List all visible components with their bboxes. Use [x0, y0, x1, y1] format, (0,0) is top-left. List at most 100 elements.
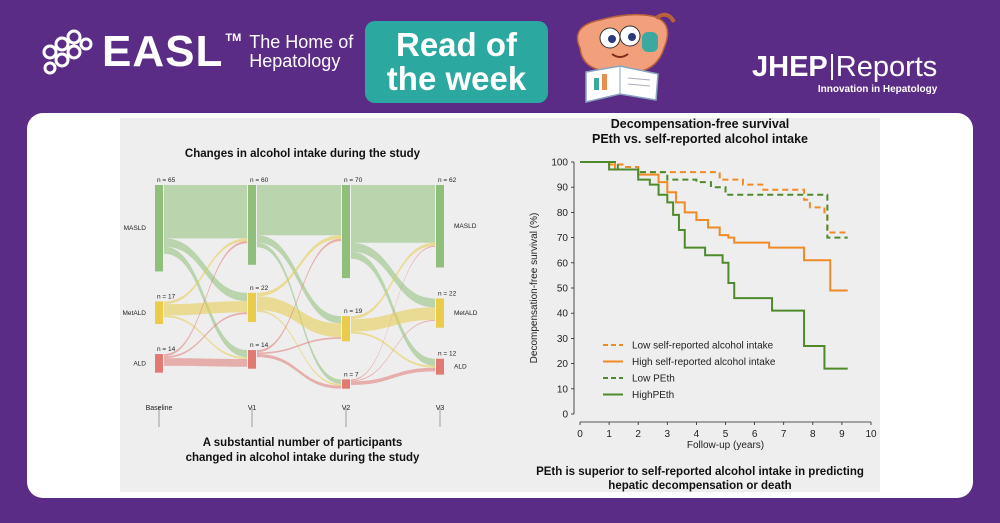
- y-tick-label: 80: [557, 208, 569, 219]
- y-tick-label: 30: [557, 334, 569, 345]
- sankey-stage-label: Baseline: [146, 405, 173, 412]
- km-curve-highpeth: [580, 161, 848, 370]
- sankey-caption-line1: A substantial number of participants: [202, 437, 403, 449]
- easl-wordmark: EASL: [102, 27, 224, 76]
- y-tick-label: 0: [562, 410, 568, 421]
- survival-caption: PEth is superior to self-reported alcoho…: [520, 465, 880, 493]
- survival-chart: 0 10 20 30 40 50 60 70 80 90 100 0 1 2 3 4 5 6 7 8 9 10 Follow…: [529, 158, 877, 452]
- sankey-flow-ald-to-masld: [351, 245, 435, 381]
- sankey-flow-ald-to-metald: [164, 312, 247, 359]
- x-tick-label: 0: [577, 429, 583, 440]
- sankey-flow-ald-to-ald: [351, 367, 435, 386]
- km-curve-low-peth: [580, 161, 848, 239]
- sankey-node-ald-v1: [248, 350, 256, 369]
- sankey-group-label-left: MASLD: [124, 225, 147, 232]
- sankey-flow-metald-to-masld: [351, 242, 435, 320]
- easl-logo[interactable]: EASL TM The Home of Hepatology: [40, 28, 353, 76]
- y-tick-label: 10: [557, 384, 569, 395]
- sankey-count-label: n = 14: [157, 346, 176, 353]
- x-tick-label: 5: [723, 429, 729, 440]
- sankey-flow-metald-to-masld: [164, 238, 247, 305]
- x-tick-label: 7: [781, 429, 787, 440]
- x-tick-label: 8: [810, 429, 816, 440]
- sankey-count-label: n = 19: [344, 308, 363, 315]
- sankey-flow-metald-to-metald: [164, 301, 247, 316]
- jhep-brand: JHEP: [752, 51, 828, 83]
- y-tick-label: 20: [557, 359, 569, 370]
- sankey-flow-masld-to-ald: [351, 251, 435, 366]
- sankey-node-metald-baseline: [155, 301, 163, 325]
- read-of-the-week-badge: Read of the week: [365, 21, 548, 103]
- sankey-flow-masld-to-metald: [257, 235, 341, 324]
- sankey-flow-metald-to-ald: [164, 315, 247, 359]
- y-tick-label: 70: [557, 233, 569, 244]
- sankey-count-label: n = 22: [438, 290, 457, 297]
- y-tick-label: 100: [551, 158, 568, 169]
- legend-label: High self-reported alcohol intake: [632, 357, 776, 368]
- survival-title-line2: PEth vs. self-reported alcohol intake: [591, 132, 809, 146]
- sankey-stage-label: V1: [248, 405, 257, 412]
- survival-caption-line2: hepatic decompensation or death: [608, 480, 792, 492]
- sankey-chart: n = 65 n = 17 n = 14 Baseline n = 60 n = 22 n …: [123, 177, 478, 427]
- sankey-title: Changes in alcohol intake during the stu…: [184, 148, 421, 160]
- easl-tagline-line1: The Home of: [249, 32, 354, 52]
- sankey-node-masld-v2: [342, 185, 350, 279]
- sankey-flow-masld-to-metald: [351, 242, 435, 308]
- survival-title-line1: Decompensation-free survival: [610, 117, 790, 131]
- sankey-flow-ald-to-masld: [257, 238, 341, 353]
- legend-label: Low self-reported alcohol intake: [632, 341, 774, 352]
- sankey-node-masld-baseline: [155, 185, 163, 272]
- sankey-flow-metald-to-ald: [351, 331, 435, 368]
- sankey-count-label: n = 12: [438, 351, 457, 358]
- sankey-group-label-left: MetALD: [123, 310, 147, 317]
- sankey-node-masld-v1: [248, 185, 256, 265]
- km-curve-low-self-reported-alcohol-intake: [580, 161, 848, 234]
- easl-hexagon-icon: [42, 29, 93, 75]
- sankey-node-ald-v2: [342, 379, 350, 389]
- y-axis-label: Decompensation-free survival (%): [529, 213, 540, 364]
- sankey-flow-ald-to-masld: [164, 241, 247, 357]
- sankey-count-label: n = 60: [250, 177, 269, 184]
- sankey-flow-masld-to-masld: [351, 185, 435, 243]
- sankey-flow-masld-to-ald: [164, 246, 247, 358]
- easl-tagline: The Home of Hepatology: [249, 33, 353, 71]
- sankey-group-label-right: ALD: [454, 364, 467, 371]
- sankey-count-label: n = 17: [157, 293, 176, 300]
- sankey-node-metald-v3: [436, 298, 444, 328]
- sankey-count-label: n = 62: [438, 177, 457, 184]
- header-bar: EASL TM The Home of Hepatology Read of t…: [0, 0, 1000, 112]
- y-tick-label: 50: [557, 284, 569, 295]
- sankey-stage-label: V2: [342, 405, 351, 412]
- legend-label: HighPEth: [632, 390, 674, 401]
- easl-tagline-line2: Hepatology: [249, 51, 341, 71]
- sankey-node-ald-v3: [436, 358, 444, 375]
- sankey-node-masld-v3: [436, 185, 444, 268]
- sankey-group-label-right: MASLD: [454, 223, 477, 230]
- sankey-group-label-left: ALD: [133, 360, 146, 367]
- x-tick-label: 9: [839, 429, 845, 440]
- x-tick-label: 2: [635, 429, 641, 440]
- liver-mascot-icon: [576, 12, 676, 103]
- sankey-flow-ald-to-ald: [257, 354, 341, 389]
- easl-trademark: TM: [225, 32, 242, 44]
- sankey-flow-masld-to-masld: [164, 185, 247, 239]
- sankey-count-label: n = 7: [344, 371, 359, 378]
- sankey-group-label-right: MetALD: [454, 310, 478, 317]
- legend-label: Low PEth: [632, 374, 675, 385]
- jhep-reports-logo[interactable]: JHEP Reports Innovation in Hepatology: [752, 52, 937, 95]
- sankey-stage-label: V3: [436, 405, 445, 412]
- jhep-reports-word: Reports: [835, 51, 938, 83]
- sankey-flow-metald-to-masld: [257, 235, 341, 297]
- sankey-count-label: n = 22: [250, 285, 269, 292]
- x-tick-label: 3: [665, 429, 671, 440]
- sankey-caption-line2: changed in alcohol intake during the stu…: [185, 452, 420, 464]
- badge-line1: Read of: [395, 26, 517, 63]
- x-tick-label: 1: [606, 429, 612, 440]
- jhep-divider: [830, 54, 833, 80]
- survival-caption-line1: PEth is superior to self-reported alcoho…: [536, 466, 864, 478]
- y-tick-label: 90: [557, 183, 569, 194]
- jhep-subtitle: Innovation in Hepatology: [817, 84, 938, 95]
- sankey-node-metald-v2: [342, 316, 350, 342]
- sankey-node-metald-v1: [248, 292, 256, 323]
- sankey-flow-ald-to-ald: [164, 358, 247, 367]
